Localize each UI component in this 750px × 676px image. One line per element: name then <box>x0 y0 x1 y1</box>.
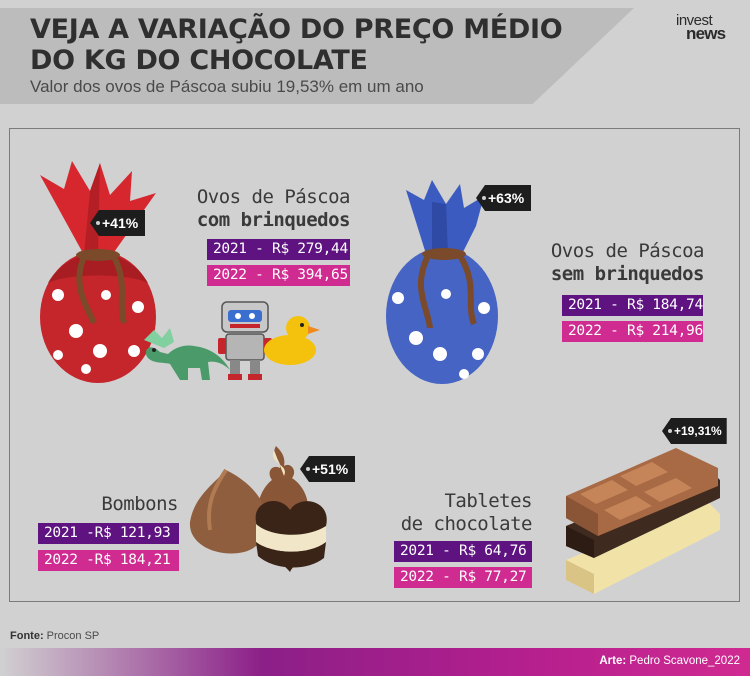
page-title: VEJA A VARIAÇÃO DO PREÇO MÉDIO DO KG DO … <box>30 14 610 76</box>
price-2022-ovos-sem-brinquedos: 2022 - R$ 214,96 <box>562 321 703 342</box>
page-subtitle: Valor dos ovos de Páscoa subiu 19,53% em… <box>30 77 424 96</box>
logo-word-invest: invest <box>676 12 713 29</box>
label-line-1: Tabletes <box>444 490 532 512</box>
price-2021-ovos-sem-brinquedos: 2021 - R$ 184,74 <box>562 295 703 316</box>
chocolate-bars-icon <box>566 448 720 594</box>
header-band <box>0 8 634 104</box>
price-2022-ovos-com-brinquedos: 2022 - R$ 394,65 <box>207 265 350 286</box>
title-line-2: DO KG DO CHOCOLATE <box>30 45 368 76</box>
label-ovos-com-brinquedos: Ovos de Páscoa com brinquedos <box>152 186 351 232</box>
footer-bar <box>0 648 750 676</box>
label-line-2: de chocolate <box>400 513 533 535</box>
label-line-1: Ovos de Páscoa <box>550 240 705 262</box>
content-panel <box>9 128 740 602</box>
badge-ovos-sem-brinquedos: +63% <box>476 185 532 211</box>
price-2022-tabletes: 2022 - R$ 77,27 <box>394 567 532 588</box>
badge-tabletes: +19,31% <box>662 418 727 444</box>
label-line-1: Ovos de Páscoa <box>196 186 351 208</box>
source-credit: Fonte: Procon SP <box>10 630 99 642</box>
label-tabletes: Tabletes de chocolate <box>380 490 533 536</box>
title-line-1: VEJA A VARIAÇÃO DO PREÇO MÉDIO <box>30 14 563 45</box>
label-line-2: sem brinquedos <box>550 263 705 285</box>
investnews-logo: invest news <box>676 12 740 43</box>
source-value: Procon SP <box>46 630 100 642</box>
price-2022-bombons: 2022 -R$ 184,21 <box>38 550 179 571</box>
art-credit: Arte: Pedro Scavone_2022 <box>599 655 740 667</box>
art-label: Arte: <box>599 655 627 667</box>
blue-easter-egg-icon <box>386 180 498 384</box>
badge-bombons: +51% <box>300 456 356 482</box>
price-2021-bombons: 2021 -R$ 121,93 <box>38 523 179 544</box>
dinosaur-toy-icon <box>144 328 230 380</box>
rubber-duck-icon <box>264 316 320 365</box>
label-bombons: Bombons <box>40 493 178 516</box>
logo-word-news: news <box>686 24 726 43</box>
price-2021-tabletes: 2021 - R$ 64,76 <box>394 541 532 562</box>
source-label: Fonte: <box>10 630 44 642</box>
label-ovos-sem-brinquedos: Ovos de Páscoa sem brinquedos <box>504 240 705 286</box>
label-line-2: com brinquedos <box>196 209 351 231</box>
price-2021-ovos-com-brinquedos: 2021 - R$ 279,44 <box>207 239 350 260</box>
red-easter-egg-icon <box>40 161 156 383</box>
bonbons-icon <box>189 446 327 572</box>
label-line-1: Bombons <box>101 493 178 515</box>
art-value: Pedro Scavone_2022 <box>629 655 740 667</box>
badge-ovos-com-brinquedos: +41% <box>90 210 146 236</box>
